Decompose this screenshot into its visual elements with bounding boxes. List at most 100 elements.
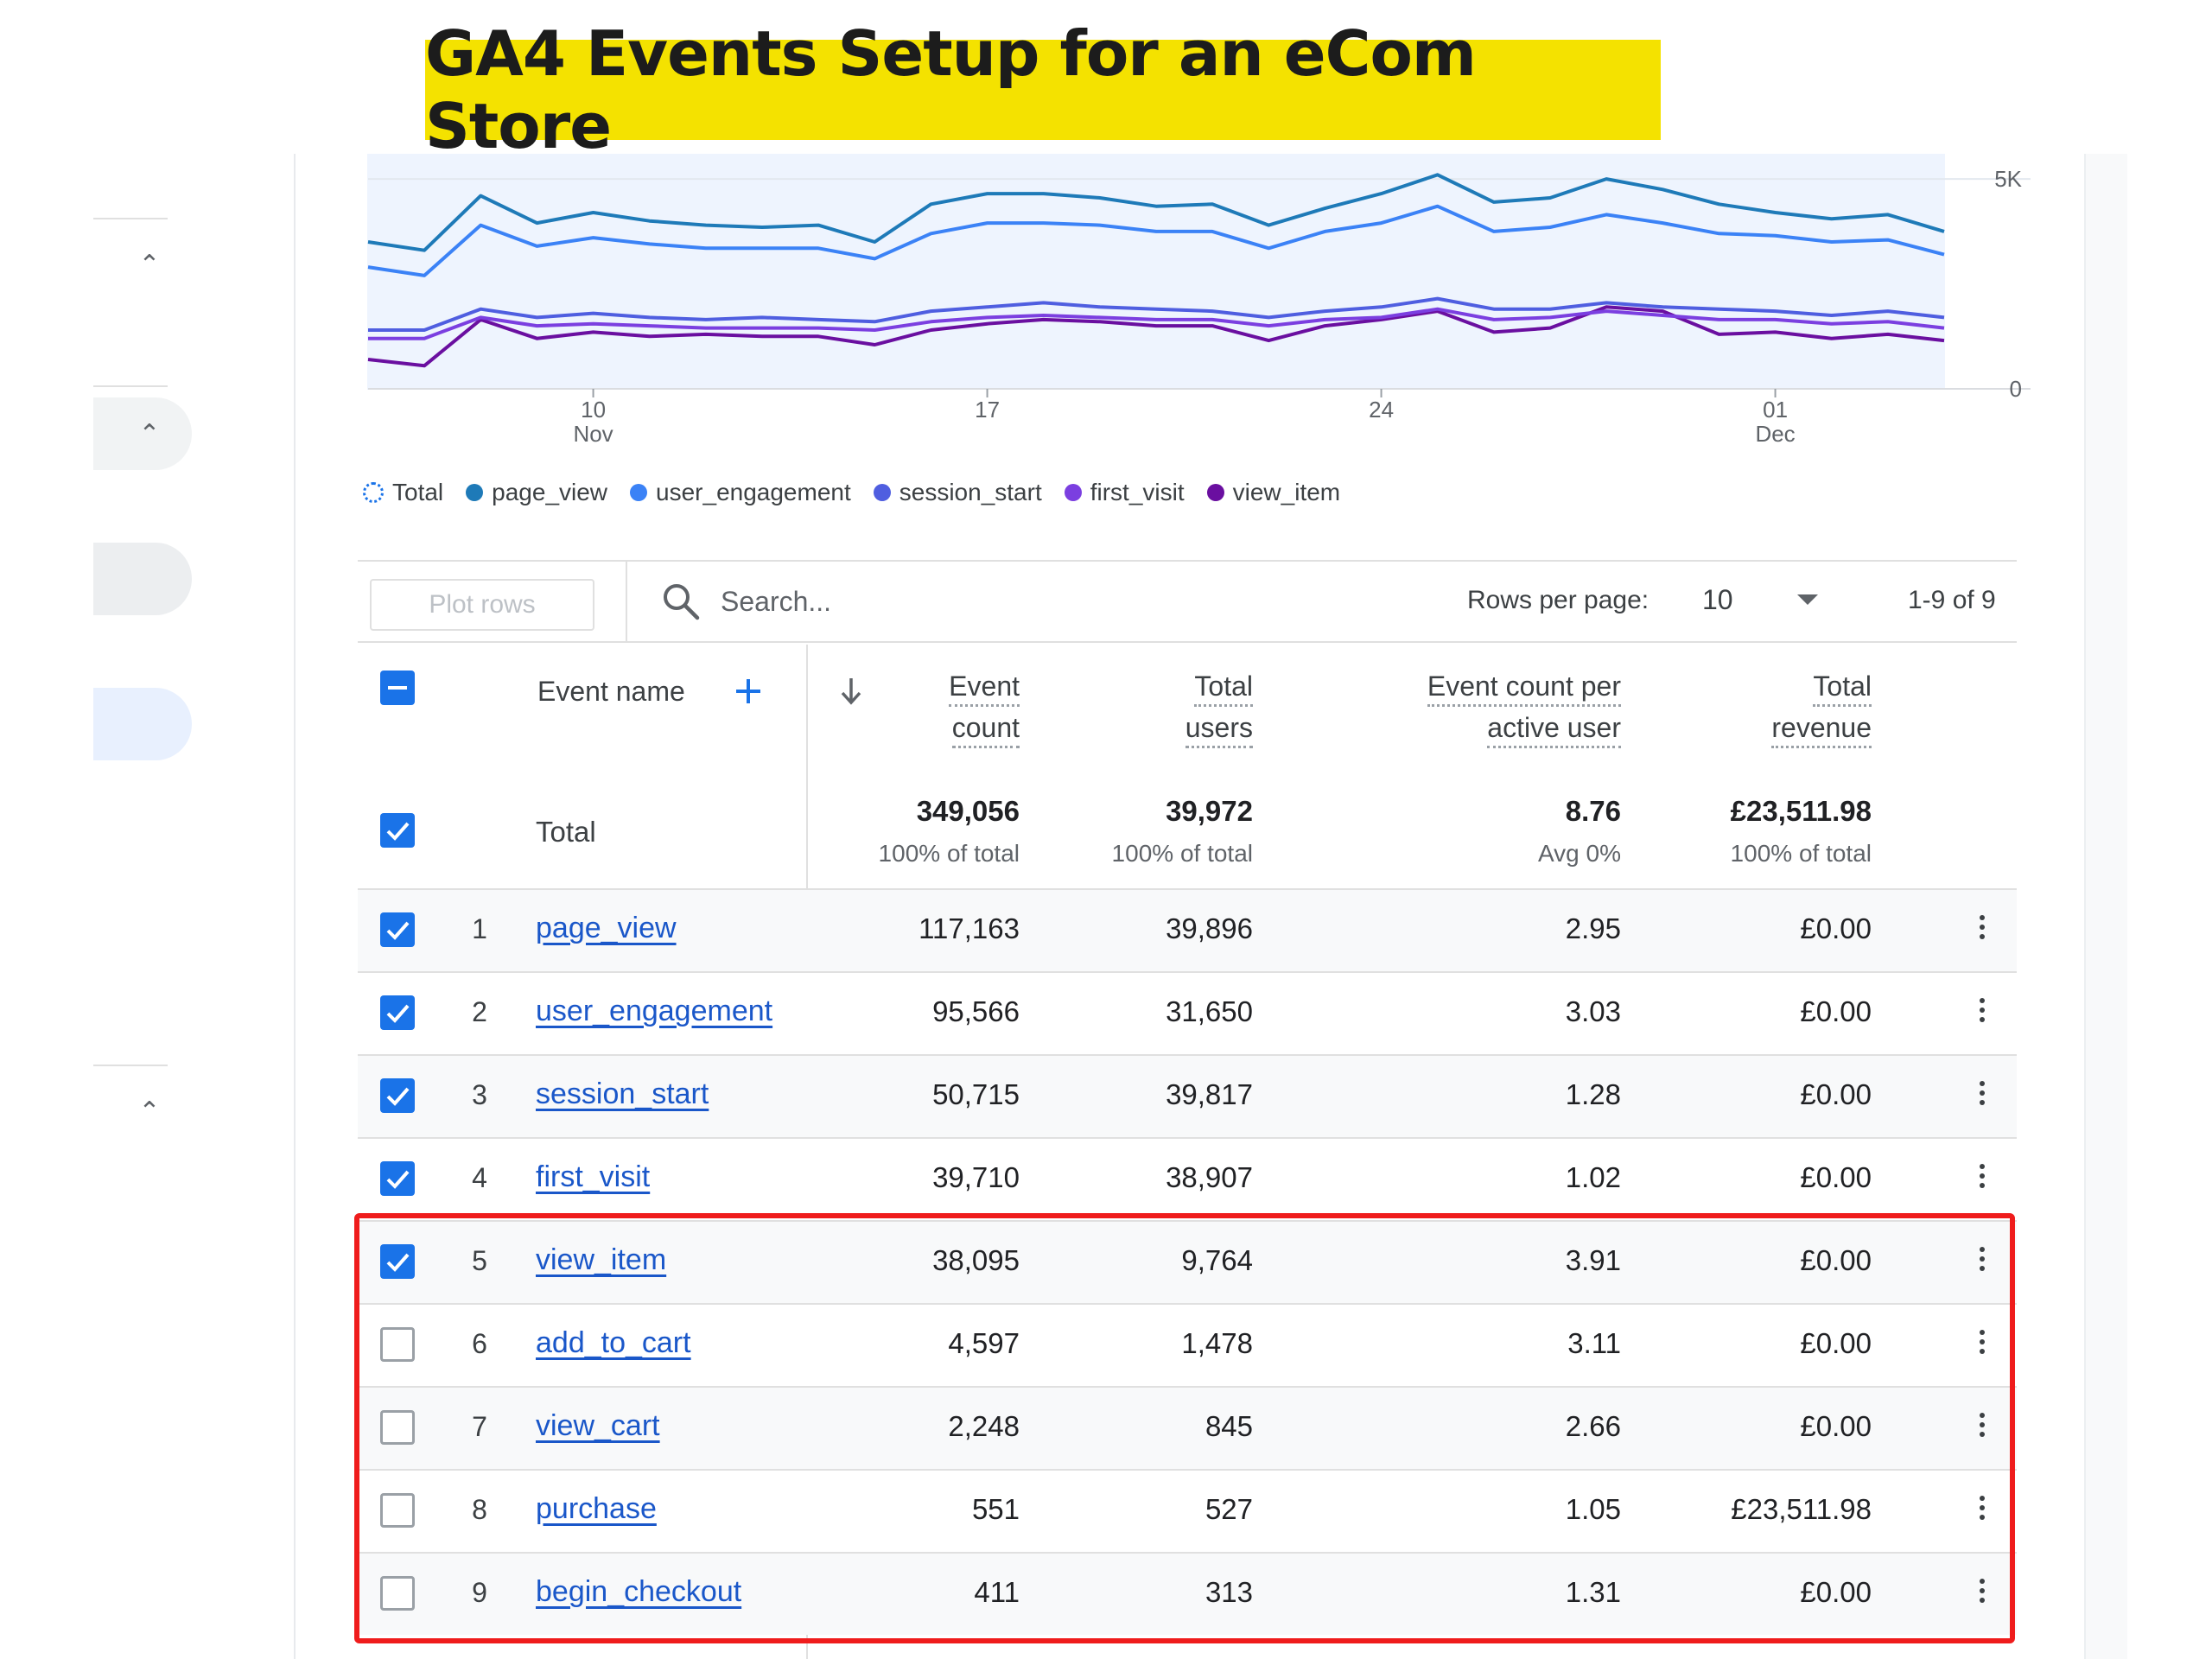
event-count-per-user-header[interactable]: Event count per active user — [1348, 665, 1621, 748]
select-all-checkbox[interactable] — [380, 671, 415, 705]
total-event-count-share: 100% of total — [878, 840, 1020, 867]
row-checkbox[interactable] — [380, 995, 415, 1030]
legend-dot-icon — [630, 484, 648, 501]
event-name-link[interactable]: add_to_cart — [536, 1326, 691, 1359]
series-line-user-engagement[interactable] — [367, 204, 1945, 277]
collapse-chevron-icon[interactable]: ⌃ — [138, 1097, 161, 1126]
nav-pill[interactable] — [93, 543, 192, 615]
event-name-link[interactable]: page_view — [536, 912, 677, 944]
row-checkbox[interactable] — [380, 1244, 415, 1279]
series-line-session-start[interactable] — [368, 296, 1945, 332]
legend-item[interactable]: Total — [363, 479, 443, 506]
per-user-cell: 2.95 — [1565, 912, 1621, 944]
row-more-options-icon[interactable] — [1972, 1077, 1993, 1111]
total-revenue-value: £23,511.98 — [1730, 795, 1872, 827]
nav-pill-active[interactable] — [93, 688, 192, 760]
row-checkbox[interactable] — [380, 912, 415, 947]
row-number: 2 — [472, 996, 487, 1027]
x-tick-month-label: Nov — [573, 421, 613, 447]
per-user-cell: 1.31 — [1565, 1576, 1621, 1608]
rows-per-page-select[interactable]: 10 — [1702, 584, 1733, 615]
revenue-cell: £23,511.98 — [1731, 1493, 1872, 1525]
row-checkbox[interactable] — [380, 1327, 415, 1362]
row-checkbox[interactable] — [380, 1078, 415, 1113]
totals-checkbox[interactable] — [380, 813, 415, 848]
series-line-first-visit[interactable] — [368, 307, 1945, 340]
revenue-cell: £0.00 — [1800, 1244, 1872, 1276]
row-more-options-icon[interactable] — [1972, 1243, 1993, 1277]
table-row — [358, 1305, 2017, 1386]
header-line: users — [1185, 709, 1253, 748]
event-name-header[interactable]: Event name — [537, 676, 685, 707]
event-count-cell: 4,597 — [948, 1327, 1020, 1359]
row-more-options-icon[interactable] — [1972, 1325, 1993, 1360]
event-count-header[interactable]: Event count — [864, 665, 1020, 748]
divider — [626, 562, 627, 641]
event-name-link[interactable]: view_cart — [536, 1409, 660, 1442]
revenue-cell: £0.00 — [1800, 1078, 1872, 1110]
event-name-link[interactable]: first_visit — [536, 1160, 651, 1193]
legend-label: page_view — [492, 479, 608, 505]
total-users-header[interactable]: Total users — [1097, 665, 1253, 748]
row-more-options-icon[interactable] — [1972, 1160, 1993, 1194]
collapse-chevron-icon[interactable]: ⌃ — [138, 251, 161, 279]
series-line-view-item[interactable] — [367, 305, 1945, 368]
legend-label: Total — [392, 479, 444, 505]
legend-dot-icon — [1206, 484, 1224, 501]
legend-item[interactable]: page_view — [466, 479, 607, 506]
event-count-cell: 117,163 — [918, 912, 1020, 944]
legend-item[interactable]: session_start — [873, 479, 1042, 506]
collapse-chevron-icon[interactable]: ⌃ — [138, 420, 161, 448]
row-number: 5 — [472, 1245, 487, 1276]
per-user-cell: 2.66 — [1565, 1410, 1621, 1442]
search-input[interactable] — [721, 581, 1153, 622]
table-row — [358, 1554, 2017, 1635]
add-dimension-icon[interactable] — [733, 676, 764, 707]
nav-divider — [93, 218, 168, 219]
row-more-options-icon[interactable] — [1972, 994, 1993, 1028]
nav-pill-hover[interactable] — [93, 397, 192, 470]
search-icon[interactable] — [660, 581, 702, 622]
sort-arrow-down-icon[interactable] — [838, 676, 864, 707]
row-checkbox[interactable] — [380, 1576, 415, 1611]
row-more-options-icon[interactable] — [1972, 1491, 1993, 1526]
event-name-link[interactable]: begin_checkout — [536, 1575, 742, 1608]
series-line-page-view[interactable] — [367, 173, 1945, 252]
event-count-cell: 50,715 — [932, 1078, 1020, 1110]
plot-rows-button[interactable]: Plot rows — [370, 579, 594, 631]
dropdown-caret-icon[interactable] — [1797, 594, 1818, 605]
revenue-cell: £0.00 — [1800, 1576, 1872, 1608]
total-users-cell: 527 — [1205, 1493, 1253, 1525]
event-name-link[interactable]: user_engagement — [536, 995, 773, 1027]
row-divider — [358, 1054, 2017, 1056]
row-checkbox[interactable] — [380, 1410, 415, 1445]
nav-divider — [93, 385, 168, 387]
row-more-options-icon[interactable] — [1972, 1408, 1993, 1443]
total-users-share: 100% of total — [1111, 840, 1253, 867]
y-tick-label: 5K — [1994, 166, 2022, 192]
page-margin — [0, 0, 93, 1659]
event-name-link[interactable]: purchase — [536, 1492, 657, 1525]
event-count-cell: 39,710 — [932, 1161, 1020, 1193]
row-checkbox[interactable] — [380, 1493, 415, 1528]
total-per-user-avg: Avg 0% — [1538, 840, 1621, 867]
left-nav-panel — [93, 154, 294, 1659]
row-checkbox[interactable] — [380, 1161, 415, 1196]
total-revenue-header[interactable]: Total revenue — [1694, 665, 1872, 748]
event-name-link[interactable]: view_item — [536, 1243, 667, 1276]
row-more-options-icon[interactable] — [1972, 1574, 1993, 1609]
event-name-link[interactable]: session_start — [536, 1077, 709, 1110]
row-number: 4 — [472, 1162, 487, 1193]
header-line: Event count per — [1427, 668, 1621, 707]
table-row — [358, 890, 2017, 971]
event-count-cell: 411 — [974, 1576, 1020, 1608]
legend-item[interactable]: first_visit — [1064, 479, 1185, 506]
legend-item[interactable]: user_engagement — [630, 479, 851, 506]
x-tick-label: 24 — [1369, 397, 1394, 423]
total-users-cell: 1,478 — [1181, 1327, 1253, 1359]
header-line: count — [951, 709, 1020, 748]
row-more-options-icon[interactable] — [1972, 911, 1993, 945]
legend-item[interactable]: view_item — [1206, 479, 1340, 506]
table-row — [358, 973, 2017, 1054]
